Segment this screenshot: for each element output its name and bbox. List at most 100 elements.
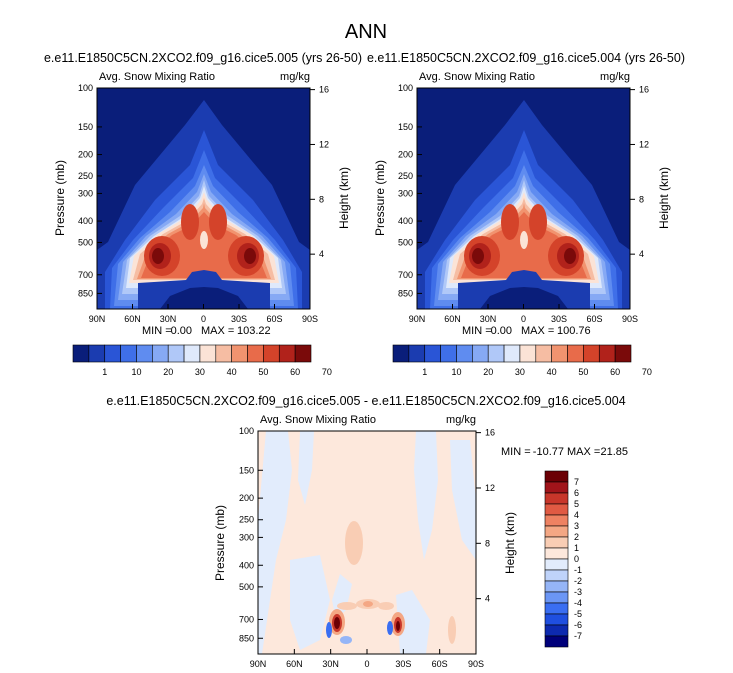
y-tick-label: 400 bbox=[239, 560, 254, 570]
x-tick-label: 0 bbox=[364, 659, 369, 669]
units-label: mg/kg bbox=[446, 414, 476, 426]
colorbar-swatch bbox=[614, 344, 632, 363]
colorbar-swatch bbox=[152, 344, 169, 363]
colorbar-label: 60 bbox=[290, 367, 300, 377]
colorbar-swatch bbox=[544, 536, 569, 549]
colorbar-swatch bbox=[136, 344, 153, 363]
x-tick-label: 90S bbox=[302, 314, 318, 324]
x-tick-label: 30N bbox=[160, 314, 177, 324]
colorbar-label: 10 bbox=[451, 367, 461, 377]
y2-tick-label: 8 bbox=[639, 194, 644, 204]
colorbar-swatch bbox=[263, 344, 280, 363]
colorbar-swatch bbox=[544, 558, 569, 571]
panel-title: e.e11.E1850C5CN.2XCO2.f09_g16.cice5.004 … bbox=[367, 51, 685, 65]
min-label: MIN = bbox=[142, 325, 172, 337]
colorbar-label: 7 bbox=[574, 477, 579, 487]
colorbar-label: 2 bbox=[574, 532, 579, 542]
y-tick-label: 200 bbox=[78, 150, 93, 160]
colorbar-label: 1 bbox=[574, 543, 579, 553]
colorbar-swatch bbox=[544, 514, 569, 527]
colorbar-label: 50 bbox=[258, 367, 268, 377]
colorbar-label: 0 bbox=[574, 554, 579, 564]
max-label: MAX = bbox=[521, 325, 554, 337]
colorbar-swatch bbox=[544, 525, 569, 538]
max-value: 100.76 bbox=[557, 325, 591, 337]
colorbar-swatch bbox=[544, 591, 569, 604]
colorbar-swatch bbox=[544, 580, 569, 593]
y2-axis-label: Height (km) bbox=[337, 167, 351, 229]
y-tick-label: 300 bbox=[239, 532, 254, 542]
colorbar-label: -6 bbox=[574, 620, 582, 630]
variable-label: Avg. Snow Mixing Ratio bbox=[99, 71, 215, 83]
colorbar-swatch bbox=[231, 344, 248, 363]
x-tick-label: 30S bbox=[395, 659, 411, 669]
colorbar-label: -1 bbox=[574, 565, 582, 575]
x-tick-label: 60N bbox=[124, 314, 141, 324]
y-tick-label: 300 bbox=[78, 188, 93, 198]
colorbar-label: 40 bbox=[547, 367, 557, 377]
variable-label: Avg. Snow Mixing Ratio bbox=[419, 71, 535, 83]
x-tick-label: 90N bbox=[409, 314, 426, 324]
colorbar-swatch bbox=[544, 481, 569, 494]
x-tick-label: 90N bbox=[89, 314, 106, 324]
y-tick-label: 700 bbox=[398, 270, 413, 280]
panel-difference: e.e11.E1850C5CN.2XCO2.f09_g16.cice5.005 … bbox=[106, 394, 628, 669]
colorbar-label: 5 bbox=[574, 499, 579, 509]
y-tick-label: 150 bbox=[239, 465, 254, 475]
colorbar-label: 20 bbox=[483, 367, 493, 377]
x-tick-label: 30N bbox=[480, 314, 497, 324]
x-tick-label: 60S bbox=[432, 659, 448, 669]
y2-tick-label: 4 bbox=[485, 594, 490, 604]
colorbar-label: -7 bbox=[574, 631, 582, 641]
colorbar-swatch bbox=[544, 569, 569, 582]
colorbar-swatch bbox=[544, 613, 569, 626]
colorbar-swatch bbox=[120, 344, 137, 363]
min-value: 0.00 bbox=[171, 325, 192, 337]
colorbar-swatch bbox=[535, 344, 552, 363]
y2-tick-label: 8 bbox=[485, 538, 490, 548]
colorbar-swatch bbox=[440, 344, 457, 363]
colorbar-swatch bbox=[544, 635, 569, 648]
colorbar-swatch bbox=[247, 344, 264, 363]
y-tick-label: 850 bbox=[78, 288, 93, 298]
x-tick-label: 60N bbox=[286, 659, 303, 669]
y-axis-label: Pressure (mb) bbox=[373, 160, 387, 236]
y-tick-label: 250 bbox=[398, 171, 413, 181]
colorbar-swatch bbox=[167, 344, 185, 363]
colorbar-swatch bbox=[472, 344, 489, 363]
colorbar-swatch bbox=[88, 344, 106, 363]
y-tick-label: 200 bbox=[398, 150, 413, 160]
min-label: MIN = bbox=[462, 325, 492, 337]
y-tick-label: 850 bbox=[398, 288, 413, 298]
y-tick-label: 400 bbox=[398, 216, 413, 226]
colorbar-swatch bbox=[183, 344, 201, 363]
colorbar-swatch bbox=[503, 344, 521, 363]
colorbar-label: 40 bbox=[227, 367, 237, 377]
min-value: -10.77 bbox=[533, 446, 564, 458]
colorbar-label: -3 bbox=[574, 587, 582, 597]
y-axis-label: Pressure (mb) bbox=[213, 505, 227, 581]
colorbar-label: 70 bbox=[642, 367, 652, 377]
colorbar-swatch bbox=[456, 344, 473, 363]
colorbar-swatch bbox=[519, 344, 537, 363]
colorbar-swatch bbox=[294, 344, 312, 363]
colorbar-swatch bbox=[104, 344, 121, 363]
x-tick-label: 90S bbox=[468, 659, 484, 669]
colorbar-label: 1 bbox=[422, 367, 427, 377]
y2-tick-label: 16 bbox=[639, 85, 649, 95]
panel-control: e.e11.E1850C5CN.2XCO2.f09_g16.cice5.004 … bbox=[367, 51, 685, 377]
max-value: 21.85 bbox=[600, 446, 628, 458]
colorbar-label: 1 bbox=[102, 367, 107, 377]
max-label: MAX = bbox=[567, 446, 600, 458]
x-tick-label: 30S bbox=[231, 314, 247, 324]
x-tick-label: 30N bbox=[322, 659, 339, 669]
x-tick-label: 0 bbox=[201, 314, 206, 324]
y2-axis-label: Height (km) bbox=[657, 167, 671, 229]
min-value: 0.00 bbox=[491, 325, 512, 337]
panel-title: e.e11.E1850C5CN.2XCO2.f09_g16.cice5.005 … bbox=[44, 51, 362, 65]
y-tick-label: 500 bbox=[239, 582, 254, 592]
y-tick-label: 100 bbox=[78, 83, 93, 93]
x-tick-label: 30S bbox=[551, 314, 567, 324]
y2-tick-label: 12 bbox=[485, 483, 495, 493]
colorbar-label: 3 bbox=[574, 521, 579, 531]
